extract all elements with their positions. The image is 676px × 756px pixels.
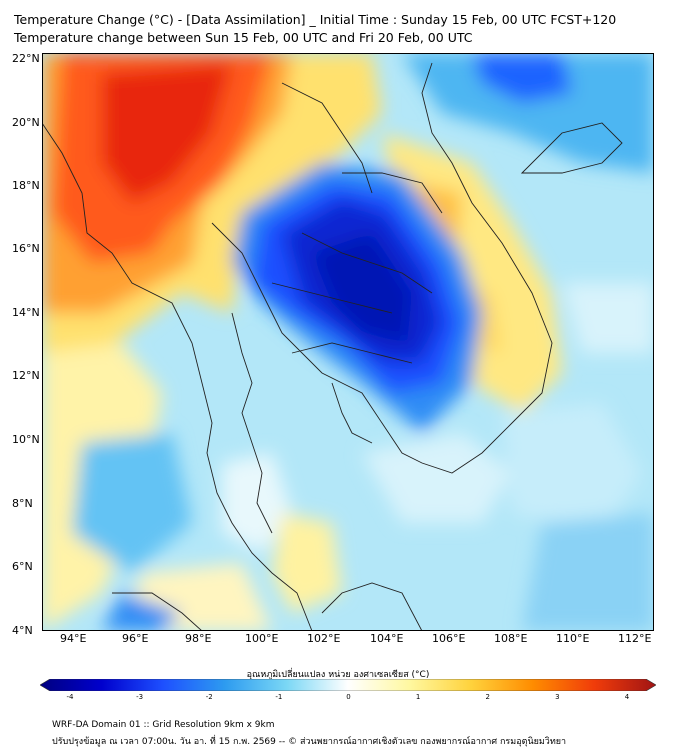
colorbar-tick-label: 4 — [624, 693, 630, 701]
lon-label: 102°E — [307, 632, 341, 645]
colorbar-bar — [40, 679, 656, 691]
lon-label: 110°E — [556, 632, 590, 645]
lon-label: 104°E — [370, 632, 404, 645]
lat-label: 20°N — [12, 116, 40, 129]
map-subtitle: Temperature change between Sun 15 Feb, 0… — [14, 30, 473, 45]
lon-label: 112°E — [618, 632, 652, 645]
colorbar-tick-label: -4 — [66, 693, 74, 701]
lat-label: 14°N — [12, 306, 40, 319]
lat-label: 4°N — [12, 624, 33, 637]
colorbar-tick-label: 1 — [415, 693, 421, 701]
lat-label: 22°N — [12, 52, 40, 65]
lat-label: 12°N — [12, 369, 40, 382]
map-frame — [42, 53, 654, 631]
lat-label: 16°N — [12, 242, 40, 255]
lat-label: 10°N — [12, 433, 40, 446]
colorbar-tick-label: -1 — [275, 693, 283, 701]
lon-label: 96°E — [122, 632, 149, 645]
lon-label: 100°E — [245, 632, 279, 645]
lon-label: 98°E — [185, 632, 212, 645]
colorbar-tick-label: -2 — [205, 693, 213, 701]
lon-label: 108°E — [494, 632, 528, 645]
lat-label: 6°N — [12, 560, 33, 573]
lat-label: 8°N — [12, 497, 33, 510]
colorbar — [40, 679, 656, 691]
temperature-field — [42, 53, 654, 631]
colorbar-tick-label: 0 — [346, 693, 351, 701]
colorbar-tick-label: 2 — [485, 693, 490, 701]
model-info: WRF-DA Domain 01 :: Grid Resolution 9km … — [52, 720, 275, 730]
temperature-change-map — [42, 53, 654, 631]
colorbar-tick-label: -3 — [136, 693, 144, 701]
colorbar-tick-label: 3 — [555, 693, 560, 701]
lat-label: 18°N — [12, 179, 40, 192]
credit-line: ปรับปรุงข้อมูล ณ เวลา 07:00น. วัน อา. ที… — [52, 737, 567, 747]
colorbar-title: อุณหภูมิเปลี่ยนแปลง หน่วย องศาเซลเซียส (… — [246, 670, 430, 680]
lon-label: 106°E — [432, 632, 466, 645]
lon-label: 94°E — [60, 632, 87, 645]
coastlines — [42, 62, 623, 631]
map-title: Temperature Change (°C) - [Data Assimila… — [14, 12, 617, 27]
